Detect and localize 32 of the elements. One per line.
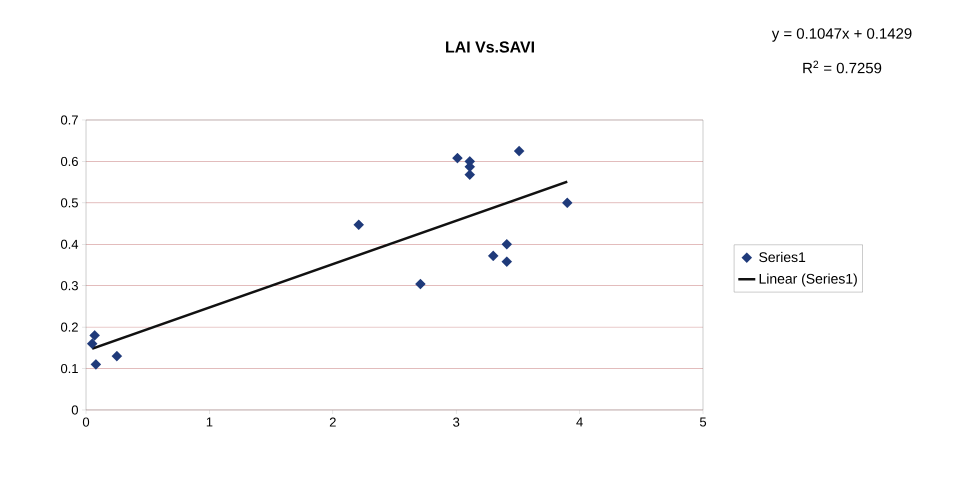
- legend-label: Series1: [759, 252, 806, 262]
- point: [464, 169, 476, 180]
- point: [353, 220, 364, 230]
- y-tick-label: 0.6: [60, 156, 78, 166]
- text: R$^{2}$ = 0.7259: [803, 60, 882, 74]
- point: [502, 256, 512, 267]
- point: [89, 330, 100, 341]
- point: [452, 152, 463, 164]
- y-tick-label: 0.3: [60, 281, 78, 290]
- point: [90, 359, 102, 370]
- legend-label: Linear (Series1): [760, 273, 857, 286]
- x-tick-label: 1: [206, 418, 212, 426]
- x-tick-label: 5: [700, 418, 706, 427]
- text: y = 0.1047x + 0.1429: [772, 28, 912, 42]
- chart-title: LAI Vs.SAVI: [446, 41, 534, 53]
- point: [562, 198, 573, 208]
- point: [488, 250, 498, 262]
- point: [86, 338, 98, 349]
- x-tick-label: 3: [453, 418, 460, 427]
- y-tick-label: 0: [72, 405, 78, 415]
- y-tick-label: 0.2: [60, 322, 78, 332]
- x-tick-label: 0: [82, 418, 90, 427]
- point: [415, 278, 426, 290]
- point: [112, 350, 122, 362]
- y-tick-label: 0.4: [60, 240, 78, 249]
- x-tick-label: 2: [330, 418, 336, 427]
- y-tick-label: 0.7: [60, 115, 78, 125]
- point: [514, 146, 524, 156]
- y-tick-label: 0.1: [60, 364, 78, 374]
- x-tick-label: 4: [576, 418, 583, 426]
- y-tick-label: 0.5: [60, 198, 78, 208]
- point: [502, 239, 512, 250]
